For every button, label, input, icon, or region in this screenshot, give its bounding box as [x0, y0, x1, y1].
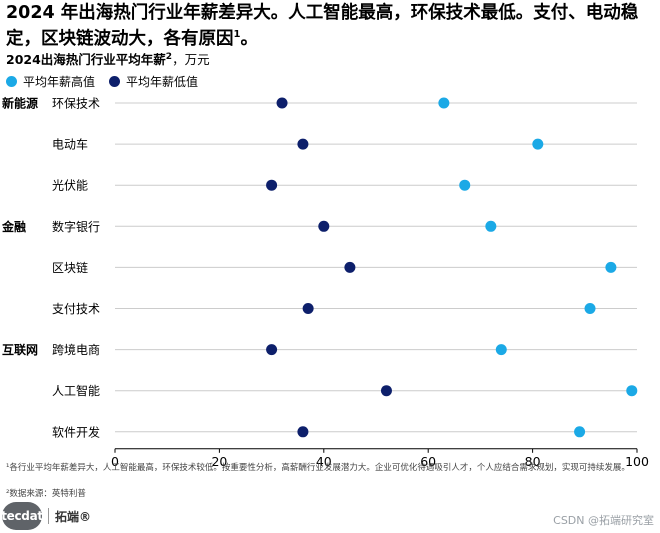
category-label: 光伏能 — [52, 179, 88, 193]
legend-label-high: 平均年薪高值 — [23, 74, 96, 89]
data-point-high — [584, 303, 596, 314]
category-label: 人工智能 — [52, 383, 100, 398]
legend-item-low: 平均年薪低值 — [109, 73, 198, 90]
data-point-high — [459, 179, 471, 191]
x-tick-label: 100 — [625, 454, 649, 469]
data-point-high — [605, 261, 617, 273]
legend-dot-high — [6, 75, 17, 87]
logo-name: 拓端® — [55, 509, 92, 524]
data-point-low — [266, 344, 278, 356]
x-tick-label: 0 — [111, 454, 119, 469]
logo-badge: tecdat — [1, 502, 43, 530]
category-label: 区块链 — [52, 260, 88, 275]
category-label: 电动车 — [52, 137, 88, 152]
x-tick-label: 20 — [211, 454, 227, 469]
data-point-high — [532, 138, 544, 150]
chart-subtitle: 2024出海热门行业平均年薪2，万元 — [6, 52, 210, 68]
category-label: 环保技术 — [52, 97, 100, 111]
data-point-low — [318, 220, 330, 232]
category-label: 软件开发 — [52, 424, 100, 439]
category-label: 跨境电商 — [52, 342, 100, 357]
legend-dot-low — [109, 75, 121, 87]
legend-label-low: 平均年薪低值 — [126, 74, 199, 89]
data-source: ²数据来源：英特利普 — [6, 489, 86, 499]
data-point-low — [276, 97, 288, 109]
category-label: 支付技术 — [52, 302, 100, 316]
x-tick-label: 80 — [525, 454, 541, 469]
data-point-low — [297, 426, 309, 438]
x-tick-label: 40 — [316, 454, 332, 469]
group-label: 互联网 — [2, 343, 38, 357]
legend-item-high: 平均年薪高值 — [6, 73, 95, 90]
data-point-high — [438, 97, 450, 109]
watermark: CSDN @拓端研究室 — [553, 514, 654, 527]
data-point-low — [344, 261, 356, 273]
data-point-high — [574, 426, 586, 438]
group-label: 新能源 — [2, 96, 38, 111]
data-point-low — [297, 138, 309, 150]
footnote: ¹各行业平均年薪差异大，人工智能最高，环保技术较低。按重要性分析，高薪酬行业发展… — [6, 463, 630, 473]
x-tick-label: 60 — [420, 454, 436, 469]
data-point-low — [380, 385, 392, 397]
data-point-high — [626, 385, 638, 397]
chart-legend: 平均年薪高值 平均年薪低值 — [6, 72, 212, 90]
category-label: 数字银行 — [52, 219, 100, 234]
brand-logo: tecdat 拓端® — [1, 502, 92, 530]
data-point-low — [302, 303, 314, 314]
data-point-low — [266, 179, 278, 191]
chart-title: 2024 年出海热门行业年薪差异大。人工智能最高，环保技术最低。支付、电动稳定，… — [6, 3, 639, 49]
group-label: 金融 — [1, 219, 26, 234]
logo-separator — [48, 508, 49, 524]
data-point-high — [485, 220, 497, 232]
data-point-high — [495, 344, 507, 356]
